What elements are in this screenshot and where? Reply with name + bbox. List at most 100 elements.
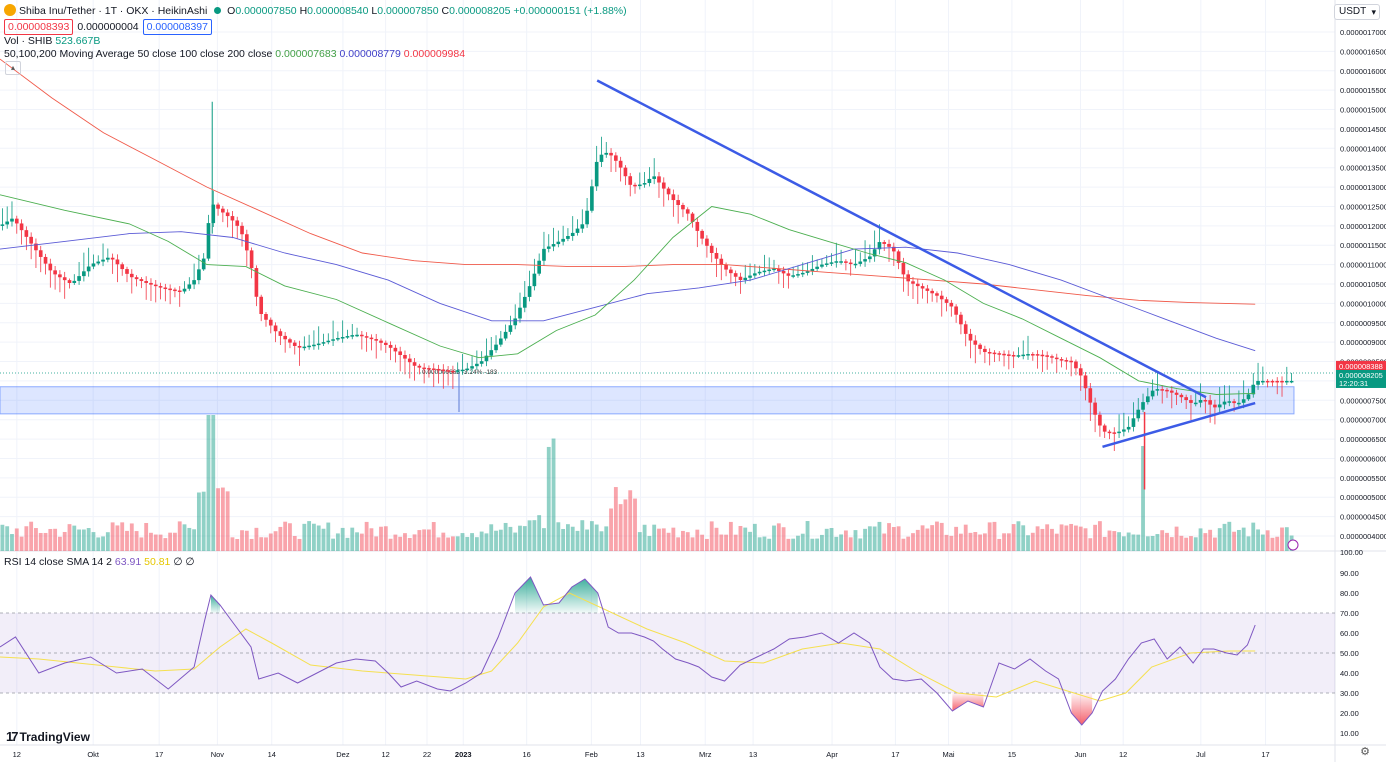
volume-bar <box>249 538 254 551</box>
candle-body <box>556 241 561 245</box>
volume-bar <box>1256 529 1260 551</box>
volume-bar <box>129 523 134 551</box>
rsi-tick-label: 50.00 <box>1340 649 1359 658</box>
ma50-line <box>0 194 1256 395</box>
price-tick-label: 0.0000006000 <box>1340 454 1386 463</box>
volume-bar <box>853 530 858 551</box>
volume-bar <box>1002 533 1006 551</box>
symbol-title[interactable]: Shiba Inu/Tether · 1T · OKX · HeikinAshi <box>19 5 208 17</box>
candle-body <box>235 220 240 226</box>
volume-bar <box>863 528 867 551</box>
volume-bar <box>379 526 383 551</box>
volume-bar <box>1193 537 1198 551</box>
chevron-down-icon: ▾ <box>1371 7 1376 17</box>
candle-body <box>216 204 220 209</box>
volume-bar <box>302 523 307 551</box>
volume-bar <box>19 536 24 551</box>
volume-bar <box>877 521 882 551</box>
candle-body <box>48 263 53 271</box>
candle-body <box>939 295 944 300</box>
volume-bar <box>1169 537 1174 551</box>
candle-body <box>882 242 887 244</box>
candle-body <box>350 335 355 337</box>
rsi-line <box>0 576 1256 726</box>
volume-bar <box>168 532 173 551</box>
candle-body <box>604 152 609 155</box>
volume-bar <box>700 534 705 551</box>
candle-body <box>666 188 671 195</box>
candle-body <box>1088 388 1093 403</box>
candle-body <box>503 331 508 339</box>
candle-body <box>403 355 407 359</box>
volume-bar <box>642 524 647 551</box>
volume-bar <box>455 536 460 551</box>
candle-body <box>29 236 33 244</box>
candle-body <box>532 273 537 287</box>
candle-body <box>1074 361 1078 369</box>
currency-selector[interactable]: USDT ▾ <box>1334 4 1380 20</box>
candle-body <box>949 302 954 307</box>
volume-bar <box>417 530 422 551</box>
candle-body <box>230 216 235 221</box>
volume-bar <box>369 528 374 551</box>
settings-gear-icon[interactable]: ⚙ <box>1360 746 1370 758</box>
volume-bar <box>690 537 695 551</box>
volume-bar <box>772 525 776 551</box>
candle-body <box>494 344 498 351</box>
volume-bar <box>939 522 944 551</box>
volume-bar <box>1054 533 1059 551</box>
candle-body <box>839 261 843 263</box>
candle-body <box>139 279 144 282</box>
volume-bar <box>647 535 652 551</box>
rsi-label[interactable]: RSI 14 close SMA 14 2 <box>4 556 112 568</box>
candle-body <box>1208 400 1212 405</box>
ma-label[interactable]: 50,100,200 Moving Average 50 close 100 c… <box>4 48 273 60</box>
volume-bar <box>714 527 719 551</box>
candle-body <box>129 273 134 278</box>
volume-bar <box>470 533 474 551</box>
candle-body <box>201 258 206 270</box>
sell-button[interactable]: 0.000008393 <box>4 19 74 35</box>
candle-body <box>82 271 86 277</box>
time-tick-label: Mai <box>942 750 954 759</box>
volume-bar <box>326 522 331 551</box>
collapse-legend-icon[interactable]: ▴ <box>5 61 21 75</box>
candle-body <box>336 337 340 340</box>
tradingview-logo[interactable]: 17 TradingView <box>6 729 90 744</box>
candle-body <box>585 210 589 225</box>
candle-body <box>690 213 695 222</box>
volume-axis-label: 100.00 <box>1340 548 1363 557</box>
candle-body <box>748 275 752 278</box>
volume-bar <box>949 535 954 551</box>
candle-body <box>422 367 426 370</box>
candle-body <box>599 154 604 162</box>
time-tick-label: 16 <box>522 750 530 759</box>
buy-button[interactable]: 0.000008397 <box>142 19 212 35</box>
spread-value: 0.000000004 <box>77 21 139 33</box>
time-tick-label: 14 <box>268 750 276 759</box>
candle-body <box>1093 402 1097 415</box>
candle-body <box>1112 432 1117 434</box>
volume-label[interactable]: Vol · SHIB <box>4 35 53 47</box>
candle-body <box>436 368 441 371</box>
volume-bar <box>1280 527 1284 551</box>
candle-body <box>1256 380 1260 385</box>
time-tick-label: Feb <box>585 750 598 759</box>
candle-body <box>1270 380 1275 383</box>
volume-bar <box>1236 529 1241 551</box>
candle-body <box>374 339 379 341</box>
volume-bar <box>738 525 743 551</box>
volume-bar <box>757 537 762 551</box>
volume-bar <box>1117 532 1121 551</box>
candle-body <box>738 276 743 280</box>
volume-bar <box>134 531 139 551</box>
volume-bar <box>987 522 992 551</box>
candle-body <box>570 232 575 237</box>
volume-bar <box>882 533 887 551</box>
candle-body <box>614 155 618 161</box>
candle-body <box>992 352 997 355</box>
volume-bar <box>657 528 661 551</box>
candle-body <box>144 281 148 283</box>
candle-body <box>407 358 412 363</box>
